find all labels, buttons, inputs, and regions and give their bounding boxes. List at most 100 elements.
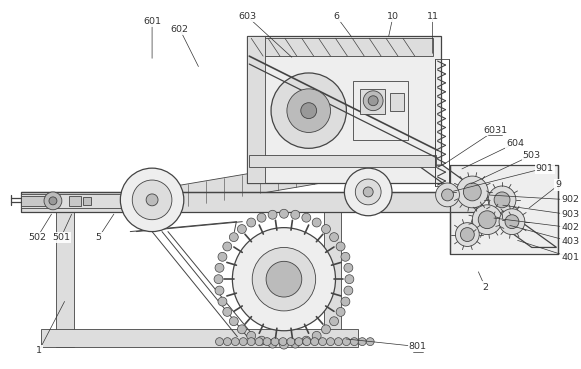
Circle shape [321,325,331,334]
Circle shape [257,213,266,222]
Text: 9: 9 [555,180,562,190]
Circle shape [291,210,300,219]
Polygon shape [418,165,557,248]
Text: 503: 503 [523,151,541,160]
Circle shape [456,223,479,246]
Bar [324,200,342,346]
Circle shape [368,96,378,106]
Circle shape [336,307,345,316]
Circle shape [266,261,302,297]
Circle shape [312,218,321,227]
Circle shape [358,338,366,346]
Bar [56,200,74,346]
Circle shape [336,242,345,251]
Circle shape [216,338,224,346]
Circle shape [457,176,488,208]
Circle shape [327,338,335,346]
Circle shape [499,209,525,235]
Circle shape [303,338,311,346]
Circle shape [312,331,321,340]
Circle shape [224,338,231,346]
Bar [390,93,404,111]
Circle shape [238,225,246,234]
Circle shape [218,252,227,261]
Text: 5: 5 [95,233,102,242]
Circle shape [215,263,224,272]
Circle shape [291,339,300,348]
Circle shape [279,338,287,346]
Circle shape [488,186,516,214]
Circle shape [229,233,238,242]
Bar [450,165,558,254]
Circle shape [279,209,288,218]
Bar [142,195,164,205]
Text: 11: 11 [426,12,439,21]
Bar [21,196,49,206]
Bar [353,81,408,140]
Circle shape [345,168,392,216]
Text: 502: 502 [28,233,46,242]
Bar [249,38,433,56]
Circle shape [214,275,223,284]
Text: 6031: 6031 [483,126,507,135]
Circle shape [231,338,239,346]
Bar [435,59,449,186]
Text: 801: 801 [409,342,427,351]
Circle shape [132,180,172,220]
Bar [138,190,148,210]
Text: 603: 603 [238,12,256,21]
Text: 2: 2 [482,283,488,292]
Circle shape [342,338,350,346]
Circle shape [279,340,288,349]
Polygon shape [152,153,368,212]
Circle shape [329,317,339,326]
Circle shape [271,338,279,346]
Bar [248,36,265,183]
Circle shape [321,225,331,234]
Circle shape [215,286,224,295]
Circle shape [345,275,354,284]
Circle shape [232,228,335,331]
Bar [21,192,477,212]
Circle shape [247,218,256,227]
Circle shape [295,338,303,346]
Circle shape [301,103,317,118]
Circle shape [268,210,277,219]
Text: 403: 403 [561,237,579,246]
Text: 1: 1 [36,346,42,355]
Circle shape [464,183,481,201]
Circle shape [252,248,315,311]
Circle shape [223,242,232,251]
Circle shape [263,338,271,346]
Circle shape [363,91,383,111]
Circle shape [268,339,277,348]
Text: 501: 501 [52,233,70,242]
Circle shape [341,252,350,261]
Circle shape [505,215,519,229]
Circle shape [218,297,227,306]
Circle shape [478,211,496,229]
Text: 6: 6 [333,12,339,21]
Text: 902: 902 [561,195,579,204]
Circle shape [248,338,255,346]
Circle shape [436,183,460,207]
Circle shape [255,338,263,346]
Circle shape [494,192,510,208]
Bar [21,194,150,208]
Circle shape [120,168,184,232]
Circle shape [344,263,353,272]
Circle shape [146,194,158,206]
Circle shape [335,338,342,346]
Circle shape [341,297,350,306]
Circle shape [472,205,502,235]
Circle shape [460,228,474,241]
Text: 903: 903 [561,210,579,219]
Circle shape [238,325,246,334]
Circle shape [363,187,373,197]
Circle shape [302,213,311,222]
Circle shape [311,338,318,346]
Circle shape [356,179,381,205]
Circle shape [239,338,248,346]
Circle shape [350,338,358,346]
Bar [360,89,385,114]
